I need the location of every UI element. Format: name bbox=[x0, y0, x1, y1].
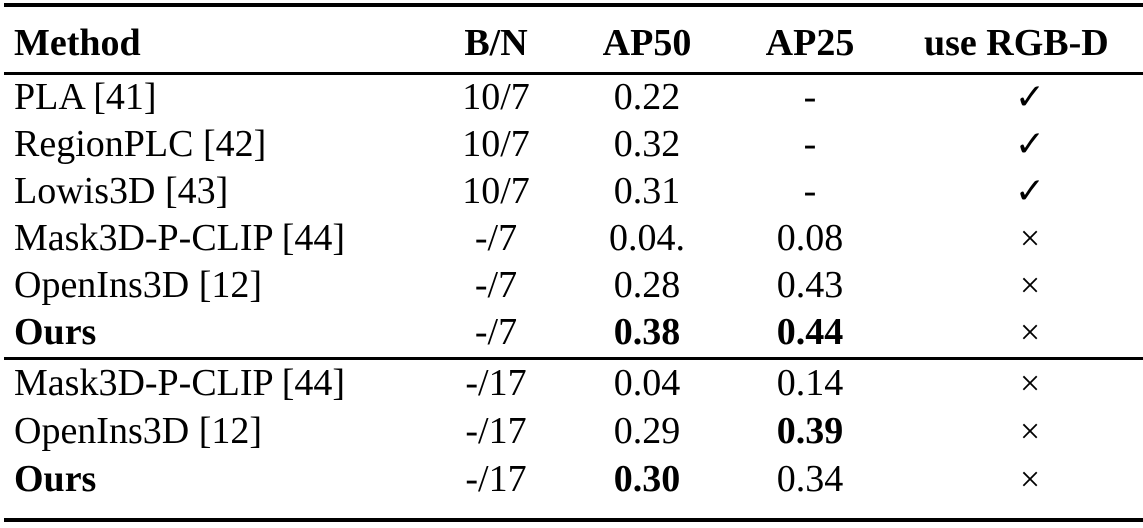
method-cell: Mask3D-P-CLIP [44] bbox=[14, 217, 346, 259]
method-cell: OpenIns3D [12] bbox=[14, 410, 263, 452]
bn-cell: -/17 bbox=[465, 362, 527, 404]
table-row: PLA [41] 10/7 0.22 - ✓ bbox=[0, 74, 1143, 121]
table-row: OpenIns3D [12] -/17 0.29 0.39 × bbox=[0, 408, 1143, 455]
ap50-cell: 0.38 bbox=[613, 311, 681, 353]
cross-mark-icon: × bbox=[1019, 459, 1041, 499]
check-mark-icon: ✓ bbox=[1014, 171, 1046, 211]
bn-cell: 10/7 bbox=[462, 170, 530, 212]
ap50-cell: 0.29 bbox=[613, 410, 681, 452]
check-mark-icon: ✓ bbox=[1014, 124, 1046, 164]
ap50-cell: 0.04 bbox=[613, 362, 681, 404]
ap50-cell: 0.04. bbox=[609, 217, 685, 259]
bn-cell: -/17 bbox=[465, 458, 527, 500]
method-cell: Lowis3D [43] bbox=[14, 170, 229, 212]
method-cell: OpenIns3D [12] bbox=[14, 264, 263, 306]
ap25-cell: 0.44 bbox=[776, 311, 844, 353]
cross-mark-icon: × bbox=[1019, 312, 1041, 352]
table-row: Ours -/17 0.30 0.34 × bbox=[0, 456, 1143, 503]
ap25-cell: - bbox=[803, 123, 817, 165]
section-rule bbox=[4, 357, 1143, 360]
table-row: RegionPLC [42] 10/7 0.32 - ✓ bbox=[0, 121, 1143, 168]
table-row: Lowis3D [43] 10/7 0.31 - ✓ bbox=[0, 168, 1143, 215]
method-cell: Ours bbox=[14, 311, 97, 353]
bottom-rule bbox=[4, 518, 1143, 522]
method-cell: Ours bbox=[14, 458, 97, 500]
table-row: Ours -/7 0.38 0.44 × bbox=[0, 309, 1143, 356]
table-header-row: Method B/N AP50 AP25 use RGB-D bbox=[0, 20, 1143, 67]
header-ap25: AP25 bbox=[765, 22, 855, 64]
cross-mark-icon: × bbox=[1019, 411, 1041, 451]
table-row: OpenIns3D [12] -/7 0.28 0.43 × bbox=[0, 262, 1143, 309]
cross-mark-icon: × bbox=[1019, 265, 1041, 305]
method-cell: RegionPLC [42] bbox=[14, 123, 267, 165]
ap50-cell: 0.32 bbox=[613, 123, 681, 165]
bn-cell: -/7 bbox=[474, 311, 518, 353]
top-rule bbox=[4, 3, 1143, 7]
table-row: Mask3D-P-CLIP [44] -/7 0.04. 0.08 × bbox=[0, 215, 1143, 262]
ap50-cell: 0.30 bbox=[613, 458, 681, 500]
check-mark-icon: ✓ bbox=[1014, 77, 1046, 117]
bn-cell: 10/7 bbox=[462, 76, 530, 118]
ap25-cell: 0.43 bbox=[776, 264, 844, 306]
ap25-cell: - bbox=[803, 76, 817, 118]
header-bn: B/N bbox=[464, 22, 528, 64]
ap25-cell: 0.08 bbox=[776, 217, 844, 259]
ap50-cell: 0.31 bbox=[613, 170, 681, 212]
method-cell: PLA [41] bbox=[14, 76, 157, 118]
bn-cell: -/7 bbox=[474, 217, 518, 259]
header-ap50: AP50 bbox=[602, 22, 692, 64]
header-rule bbox=[4, 72, 1143, 75]
ap25-cell: 0.34 bbox=[776, 458, 844, 500]
bn-cell: -/7 bbox=[474, 264, 518, 306]
bn-cell: 10/7 bbox=[462, 123, 530, 165]
header-method: Method bbox=[14, 22, 141, 64]
method-cell: Mask3D-P-CLIP [44] bbox=[14, 362, 346, 404]
ap50-cell: 0.28 bbox=[613, 264, 681, 306]
bn-cell: -/17 bbox=[465, 410, 527, 452]
cross-mark-icon: × bbox=[1019, 363, 1041, 403]
ap50-cell: 0.22 bbox=[613, 76, 681, 118]
table-row: Mask3D-P-CLIP [44] -/17 0.04 0.14 × bbox=[0, 360, 1143, 407]
ap25-cell: - bbox=[803, 170, 817, 212]
ap25-cell: 0.39 bbox=[776, 410, 844, 452]
cross-mark-icon: × bbox=[1019, 218, 1041, 258]
header-use-rgbd: use RGB-D bbox=[924, 22, 1109, 64]
ap25-cell: 0.14 bbox=[776, 362, 844, 404]
